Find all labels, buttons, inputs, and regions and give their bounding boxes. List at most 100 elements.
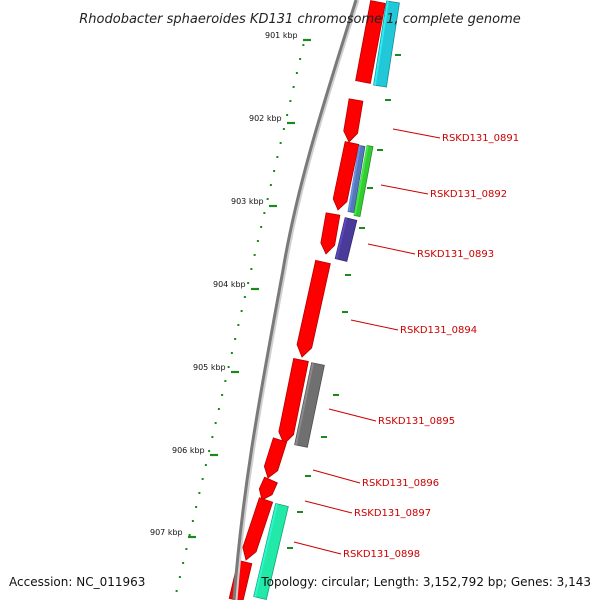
cds-arrow xyxy=(296,259,331,358)
kbp-label: 901 kbp xyxy=(265,31,298,40)
tick-dot xyxy=(227,366,230,368)
cds-arrow-highlight xyxy=(243,497,262,549)
cds-arrow-highlight xyxy=(356,0,374,82)
gray-feature-bar xyxy=(294,362,325,448)
purple-feature-bar xyxy=(334,217,358,262)
cyan-feature-bar-body xyxy=(373,0,400,88)
feature-track xyxy=(228,0,400,600)
kbp-label: 903 kbp xyxy=(231,197,264,206)
tick-dot xyxy=(188,534,191,536)
tick-dot xyxy=(279,142,282,144)
label-leader-lines xyxy=(293,128,441,555)
cds-arrow xyxy=(332,141,360,211)
kbp-tick-marks xyxy=(175,38,401,592)
tick-dot xyxy=(185,548,188,550)
kbp-label: 905 kbp xyxy=(193,363,226,372)
accession-text: Accession: NC_011963 xyxy=(9,575,145,589)
tick-dot xyxy=(175,590,178,592)
cds-arrow-highlight xyxy=(279,358,297,433)
tick-dot xyxy=(273,170,276,172)
leader-line xyxy=(350,319,399,331)
cds-arrow-highlight xyxy=(259,477,267,490)
gene-label[interactable]: RSKD131_0893 xyxy=(417,249,494,260)
gray-feature-bar-highlight xyxy=(294,362,314,446)
kbp-label: 902 kbp xyxy=(249,114,282,123)
cds-arrow-highlight xyxy=(264,438,276,468)
tick-dot xyxy=(208,450,211,452)
leader-line xyxy=(392,128,441,139)
tick-dot xyxy=(240,310,243,312)
tick-dot xyxy=(191,520,194,522)
genome-backbone-shadow xyxy=(234,0,360,600)
gene-label[interactable]: RSKD131_0895 xyxy=(378,416,455,427)
cds-arrow-body xyxy=(242,497,274,561)
purple-feature-bar-highlight xyxy=(335,217,348,260)
cds-arrow-body xyxy=(263,437,288,479)
gene-label[interactable]: RSKD131_0897 xyxy=(354,508,431,519)
tick-dot xyxy=(217,408,220,410)
tick-dot xyxy=(214,422,217,424)
kbp-label: 904 kbp xyxy=(213,280,246,289)
tick-dot xyxy=(243,296,246,298)
tick-dot xyxy=(211,436,214,438)
gene-label[interactable]: RSKD131_0891 xyxy=(442,133,519,144)
tick-dot xyxy=(263,212,266,214)
cds-arrow-highlight xyxy=(344,98,352,132)
tick-dot xyxy=(289,100,292,102)
gene-label[interactable]: RSKD131_0894 xyxy=(400,325,477,336)
tick-dot xyxy=(204,464,207,466)
tick-dot xyxy=(247,282,250,284)
cds-arrow-highlight xyxy=(333,141,348,200)
teal-feature-bar xyxy=(253,503,289,600)
leader-line xyxy=(328,408,377,422)
tick-dot xyxy=(234,338,237,340)
purple-feature-bar-body xyxy=(334,217,358,262)
cds-arrow xyxy=(355,0,386,84)
cds-arrow-body xyxy=(332,141,360,211)
cyan-feature-bar xyxy=(373,0,400,88)
gene-label[interactable]: RSKD131_0898 xyxy=(343,549,420,560)
cds-arrow xyxy=(242,497,274,561)
cds-arrow xyxy=(343,98,364,143)
cds-arrow-highlight xyxy=(297,260,319,346)
kbp-label: 906 kbp xyxy=(172,446,205,455)
genome-backbone xyxy=(232,0,358,600)
gene-label[interactable]: RSKD131_0892 xyxy=(430,189,507,200)
topology-text: Topology: circular; Length: 3,152,792 bp… xyxy=(260,575,591,589)
leader-line xyxy=(380,184,429,195)
cds-arrow-body xyxy=(296,259,331,358)
kbp-label: 907 kbp xyxy=(150,528,183,537)
cds-arrow xyxy=(278,358,309,445)
green-feature-bar xyxy=(353,144,374,218)
tick-dot xyxy=(195,506,198,508)
tick-dot xyxy=(182,562,185,564)
gene-label[interactable]: RSKD131_0896 xyxy=(362,478,439,489)
tick-dot xyxy=(286,114,289,116)
tick-dot xyxy=(282,128,285,130)
teal-feature-bar-body xyxy=(253,503,289,600)
cds-arrow xyxy=(228,559,253,600)
tick-dot xyxy=(221,394,224,396)
leader-line xyxy=(293,541,342,555)
tick-dot xyxy=(250,268,253,270)
green-feature-bar-highlight xyxy=(353,145,369,216)
kbp-scale-labels: 901 kbp 902 kbp 903 kbp 904 kbp 905 kbp … xyxy=(150,31,298,537)
tick-dot xyxy=(302,44,305,46)
tick-dot xyxy=(253,254,256,256)
leader-line xyxy=(367,243,416,255)
tick-dot xyxy=(292,86,295,88)
cds-arrow xyxy=(258,476,278,501)
leader-line xyxy=(304,500,353,514)
tick-dot xyxy=(260,226,263,228)
tick-dot xyxy=(237,324,240,326)
leader-line xyxy=(312,469,361,484)
gene-labels: RSKD131_0891 RSKD131_0892 RSKD131_0893 R… xyxy=(343,133,519,560)
tick-dot xyxy=(269,184,272,186)
teal-feature-bar-highlight xyxy=(253,503,278,598)
tick-dot xyxy=(230,352,233,354)
gray-feature-bar-body xyxy=(294,362,325,448)
cyan-feature-bar-highlight xyxy=(373,1,389,86)
tick-dot xyxy=(224,380,227,382)
tick-dot xyxy=(178,576,181,578)
